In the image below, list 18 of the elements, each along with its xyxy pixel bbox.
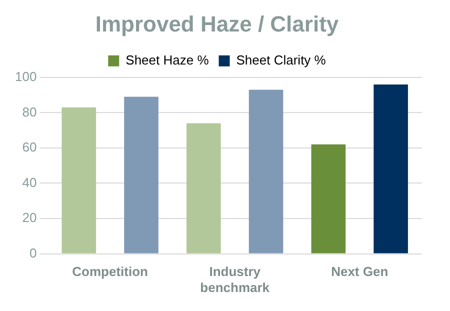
chart-title: Improved Haze / Clarity: [95, 11, 340, 36]
legend-label: Sheet Clarity %: [236, 52, 326, 68]
y-tick-label: 80: [22, 104, 37, 120]
y-tick-label: 0: [29, 245, 37, 260]
x-tick-label: Industry benchmark: [200, 264, 270, 295]
bar: [186, 123, 221, 254]
y-tick-label: 20: [22, 210, 37, 226]
y-tick-label: 100: [14, 68, 37, 84]
bar: [124, 96, 158, 254]
legend-label: Sheet Haze %: [126, 52, 210, 68]
x-tick-label: Competition: [72, 264, 148, 280]
y-tick-label: 60: [22, 140, 37, 155]
y-tick-label: 40: [22, 174, 37, 190]
x-tick-label: Next Gen: [331, 264, 388, 280]
bar: [311, 144, 346, 254]
bar: [62, 107, 96, 254]
bar: [374, 84, 408, 254]
bar: [248, 90, 284, 254]
